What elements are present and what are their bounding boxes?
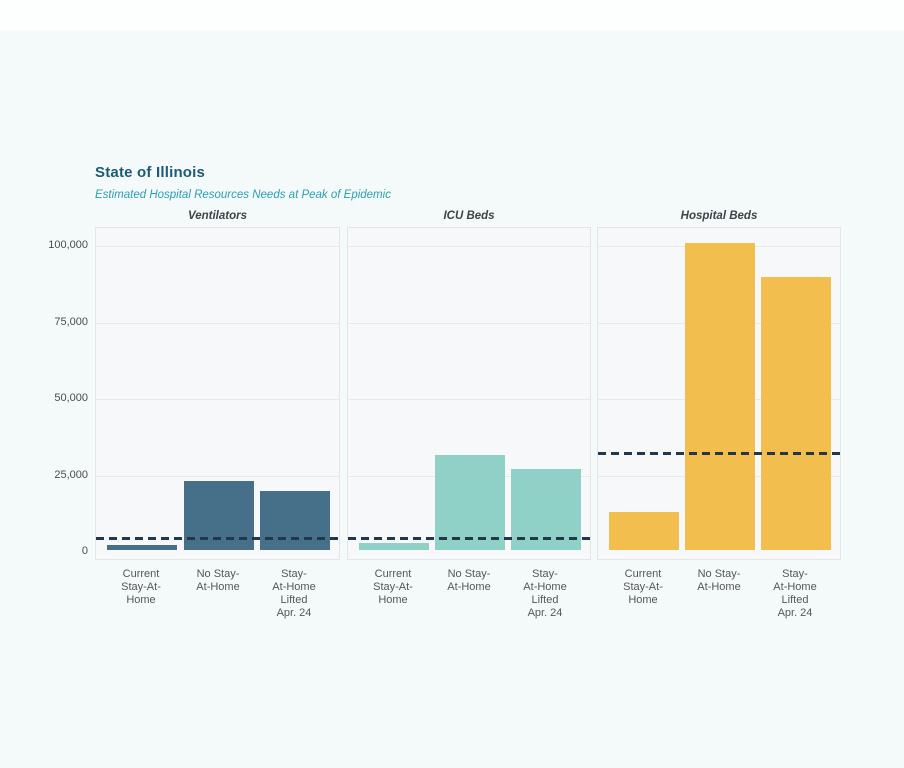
bar-hospital-beds-3 [761,277,831,550]
y-tick-label: 50,000 [54,392,88,404]
bar-icu-beds-1 [359,543,429,550]
x-tick-label-line: Current [374,568,412,580]
top-strip [0,0,904,30]
bar-ventilators-3 [260,491,330,550]
x-tick-label-line: Apr. 24 [276,607,312,619]
x-tick-label-line: Stay- [782,568,808,580]
x-tick-label-line: Home [378,594,408,606]
x-tick-label-line: Lifted [280,594,308,606]
y-tick-label: 25,000 [54,468,88,481]
x-tick-label: Stay- At-Home Lifted Apr. 24 [747,568,843,620]
x-tick-label-line: Apr. 24 [777,607,813,619]
bar-hospital-beds-2 [685,243,755,550]
x-tick-label-line: Stay-At- [373,581,413,593]
panel-hospital-beds [597,227,841,560]
chart-subtitle: Estimated Hospital Resources Needs at Pe… [95,189,391,201]
x-tick-label-line: At-Home [773,581,817,593]
panel-icu-beds [347,227,591,560]
x-tick-label-line: Home [628,594,658,606]
y-tick-label: 75,000 [54,315,88,328]
panel-title-ventilators: Ventilators [187,210,247,222]
x-tick-label-line: Lifted [531,594,559,606]
gridline [96,399,339,400]
x-tick-label-line: Current [624,568,662,580]
x-tick-label-line: Home [126,594,156,606]
chart-title: State of Illinois [95,164,206,181]
x-tick-label: Current Stay-At- Home [345,568,441,607]
x-tick-label-line: Stay- [532,568,558,580]
x-tick-label-line: Current [122,568,160,580]
y-tick-label: 100,000 [48,239,88,251]
bar-ventilators-1 [107,545,177,550]
x-tick-label-line: At-Home [523,581,567,593]
x-tick-label-line: At-Home [272,581,316,593]
capacity-line-hospital-beds [598,452,840,455]
x-tick-label-line: No Stay- [447,568,491,580]
panel-title-icu-beds: ICU Beds [443,210,495,222]
x-tick-label-line: Apr. 24 [527,607,563,619]
x-tick-label: Stay- At-Home Lifted Apr. 24 [497,568,593,620]
gridline [348,246,590,247]
x-tick-label-line: Stay-At- [623,581,663,593]
bar-icu-beds-3 [511,469,581,550]
x-tick-label: Stay- At-Home Lifted Apr. 24 [246,568,342,620]
x-tick-label-line: At-Home [196,581,240,593]
gridline [348,399,590,400]
x-tick-label-line: At-Home [697,581,741,593]
gridline [96,475,339,477]
y-tick-label: 0 [81,545,88,557]
x-tick-label-line: No Stay- [697,568,741,580]
x-tick-label-line: At-Home [447,581,491,593]
capacity-line-ventilators [96,537,339,540]
x-tick-label: No Stay- At-Home [170,568,266,594]
bar-hospital-beds-1 [609,512,679,550]
panel-title-hospital-beds: Hospital Beds [680,210,758,222]
x-tick-label-line: Stay-At- [121,581,161,593]
x-tick-label-line: Stay- [281,568,307,580]
x-tick-label: No Stay- At-Home [421,568,517,594]
x-tick-label: Current Stay-At- Home [93,568,189,607]
gridline [96,246,339,247]
x-tick-label: Current Stay-At- Home [595,568,691,607]
gridline [96,322,339,324]
x-tick-label: No Stay- At-Home [671,568,767,594]
bar-icu-beds-2 [435,455,505,550]
panel-ventilators [95,227,340,560]
x-tick-label-line: No Stay- [196,568,240,580]
capacity-line-icu-beds [348,537,590,540]
gridline [348,322,590,324]
x-tick-label-line: Lifted [781,594,809,606]
